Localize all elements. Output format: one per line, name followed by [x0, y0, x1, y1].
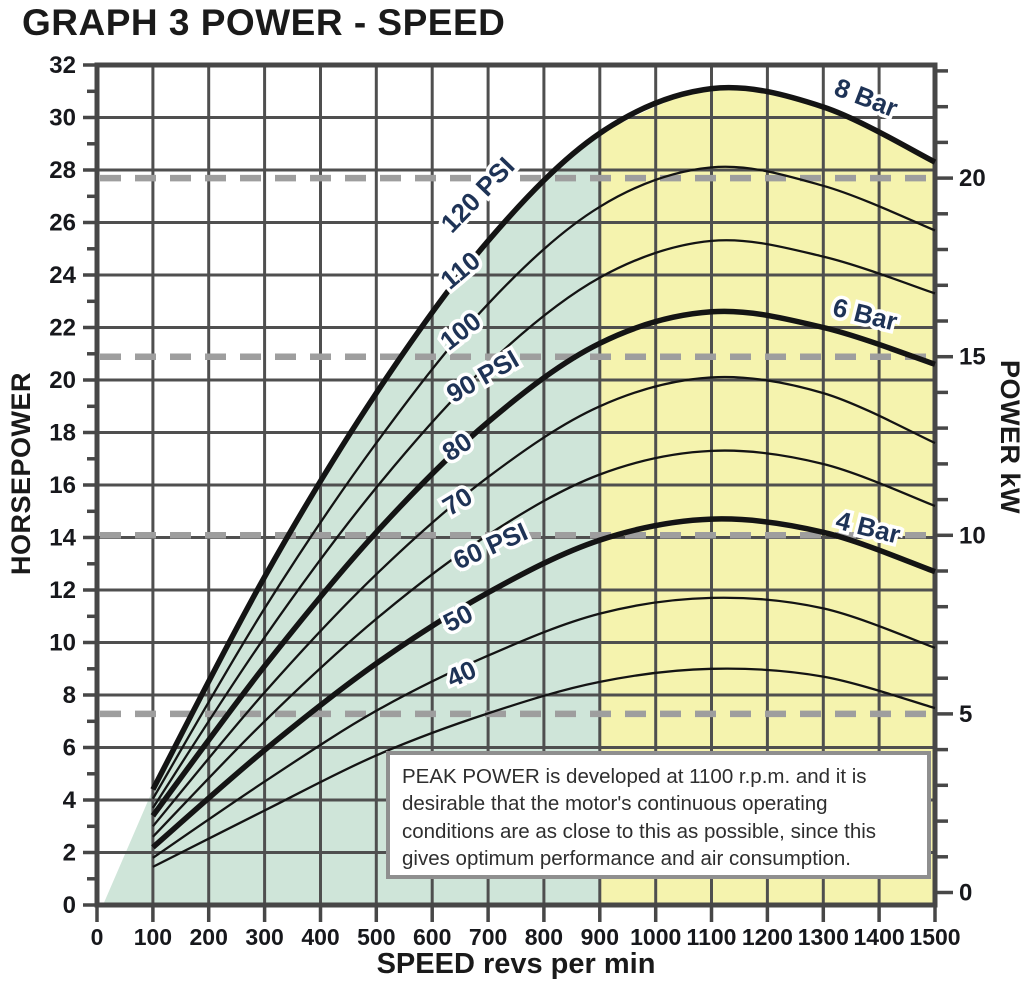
- curve-110psi: [151, 165, 936, 800]
- note-box: PEAK POWER is developed at 1100 r.p.m. a…: [386, 751, 931, 879]
- hp-tick-label: 16: [49, 472, 76, 499]
- curve-50psi: [152, 596, 936, 859]
- hp-tick-label: 12: [49, 577, 76, 604]
- hp-tick-label: 18: [49, 420, 76, 447]
- rpm-tick-label: 1500: [909, 924, 960, 950]
- rpm-tick-label: 1100: [687, 924, 737, 950]
- note-lead: PEAK POWER: [402, 765, 540, 788]
- y-axis-label-right: POWER kW: [995, 360, 1025, 515]
- curve-70psi: [152, 449, 936, 838]
- note-body: is developed at 1100 r.p.m. and it is de…: [402, 765, 877, 870]
- graph-title: GRAPH 3 POWER - SPEED: [22, 2, 506, 43]
- rpm-tick-label: 200: [190, 924, 228, 950]
- hp-tick-label: 10: [49, 630, 76, 657]
- rpm-tick-label: 1000: [630, 924, 681, 950]
- hp-tick-label: 4: [63, 787, 77, 814]
- kw-tick-label: 5: [959, 701, 972, 728]
- x-axis-label: SPEED revs per min: [376, 948, 656, 980]
- hp-tick-label: 24: [49, 262, 76, 289]
- plot-border: [94, 62, 938, 908]
- hp-tick-label: 30: [49, 105, 76, 132]
- rpm-tick-label: 1300: [798, 924, 849, 950]
- hp-tick-label: 26: [49, 210, 76, 237]
- kw-tick-label: 20: [959, 165, 986, 192]
- curve-90psi: [150, 308, 936, 818]
- rpm-tick-label: 400: [301, 924, 339, 950]
- hp-tick-label: 6: [63, 735, 76, 762]
- curve-100psi: [151, 239, 936, 809]
- hp-tick-label: 8: [63, 682, 76, 709]
- rpm-tick-label: 800: [525, 924, 563, 950]
- hp-tick-label: 0: [63, 892, 76, 919]
- rpm-tick-label: 1400: [854, 924, 905, 950]
- rpm-tick-label: 500: [357, 924, 395, 950]
- rpm-tick-label: 0: [91, 924, 104, 950]
- hp-tick-label: 32: [49, 52, 76, 79]
- kw-tick-label: 10: [959, 522, 986, 549]
- kw-tick-label: 15: [959, 344, 986, 371]
- rpm-tick-label: 1200: [742, 924, 793, 950]
- hp-tick-label: 28: [49, 157, 76, 184]
- rpm-tick-label: 300: [245, 924, 283, 950]
- hp-tick-label: 20: [49, 367, 76, 394]
- curve-80psi: [152, 375, 936, 828]
- rpm-tick-label: 900: [581, 924, 619, 950]
- curve-60psi: [151, 516, 936, 850]
- rpm-tick-label: 600: [413, 924, 451, 950]
- hp-tick-label: 22: [49, 315, 76, 342]
- axis-ticks: [83, 63, 953, 922]
- kw-tick-label: 0: [959, 880, 972, 907]
- curve-40psi: [152, 667, 936, 868]
- curve-120psi: [150, 84, 937, 791]
- hp-tick-label: 2: [63, 840, 76, 867]
- hp-tick-label: 14: [49, 525, 76, 552]
- rpm-tick-label: 100: [134, 924, 172, 950]
- rpm-tick-label: 700: [469, 924, 507, 950]
- y-axis-label-left: HORSEPOWER: [6, 372, 36, 576]
